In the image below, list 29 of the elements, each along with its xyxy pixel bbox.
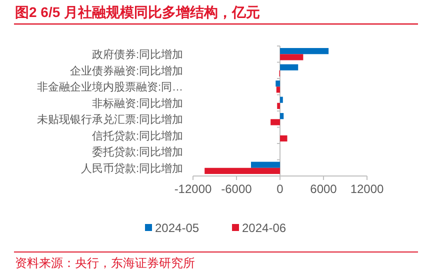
y-tick-label: 企业债券融资:同比增加 bbox=[70, 64, 183, 78]
bar bbox=[277, 102, 280, 109]
y-tick-label: 人民币贷款:同比增加 bbox=[80, 162, 183, 175]
x-tick-label: 6000 bbox=[310, 182, 338, 196]
bar bbox=[280, 113, 284, 120]
y-tick-label: 未贴现银行承兑汇票:同比增加 bbox=[36, 113, 183, 126]
bar bbox=[204, 168, 280, 174]
x-tick-label: -6000 bbox=[221, 182, 252, 196]
x-tick-label: -12000 bbox=[174, 182, 212, 196]
y-tick-label: 非标融资:同比增加 bbox=[92, 96, 183, 110]
y-tick-label: 政府债券:同比增加 bbox=[92, 48, 183, 62]
bar bbox=[280, 54, 304, 60]
legend-label: 2024-06 bbox=[242, 221, 286, 235]
bar bbox=[276, 80, 280, 87]
x-tick-label: 12000 bbox=[350, 182, 384, 196]
bar bbox=[280, 48, 329, 54]
bar bbox=[270, 119, 280, 126]
legend-label: 2024-05 bbox=[155, 221, 200, 235]
y-tick-label: 信托贷款:同比增加 bbox=[92, 129, 183, 142]
bar bbox=[280, 135, 288, 142]
y-tick-label: 委托贷款:同比增加 bbox=[92, 146, 183, 159]
y-tick-label: 非金融企业境内股票融资:同… bbox=[36, 80, 183, 94]
chart-title: 图2 6/5 月社融规模同比多增结构，亿元 bbox=[15, 4, 260, 20]
bar bbox=[280, 96, 283, 103]
bar bbox=[280, 64, 298, 70]
text: 资料来源：央行，东海证券研究所 bbox=[15, 256, 195, 270]
bar bbox=[251, 162, 280, 168]
bar bbox=[276, 86, 280, 93]
x-tick-label: 0 bbox=[276, 182, 284, 196]
